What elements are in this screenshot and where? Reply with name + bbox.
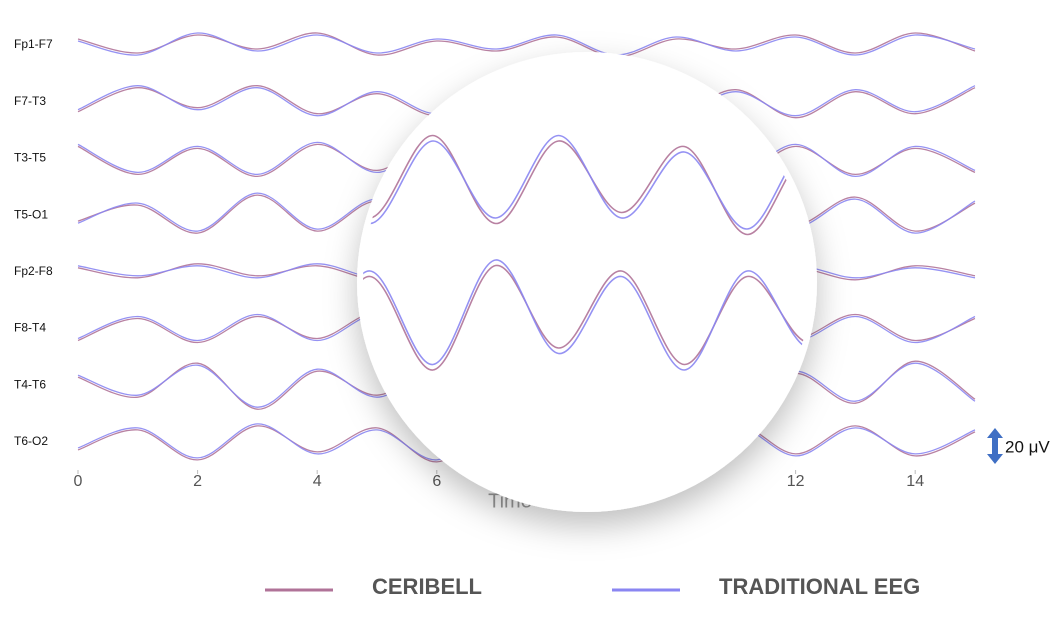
x-tick-label: 14	[906, 473, 924, 490]
zoom-trace	[363, 253, 811, 371]
x-tick-label: 0	[74, 473, 83, 490]
trace	[77, 32, 976, 56]
channel-label: Fp1-F7	[14, 37, 53, 51]
channel-label: F8-T4	[14, 321, 46, 335]
channel-label: Fp2-F8	[14, 264, 53, 278]
x-tick-label: 6	[432, 473, 441, 490]
x-tick-label: 2	[193, 473, 202, 490]
legend-label: TRADITIONAL EEG	[719, 574, 920, 599]
channel-label: T3-T5	[14, 151, 46, 165]
zoom-trace	[363, 134, 811, 236]
zoom-trace	[363, 134, 811, 236]
scale-arrow	[987, 428, 1003, 464]
channel-label: T4-T6	[14, 377, 46, 391]
zoom-traces	[363, 134, 811, 371]
trace	[77, 32, 976, 58]
channel-label: T5-O1	[14, 207, 48, 221]
x-tick-label: 12	[787, 473, 805, 490]
channel-label: T6-O2	[14, 434, 48, 448]
x-tick-label: 4	[313, 473, 322, 490]
channel-label: F7-T3	[14, 94, 46, 108]
legend-label: CERIBELL	[372, 574, 482, 599]
magnifier	[357, 52, 817, 512]
legend: CERIBELL TRADITIONAL EEG	[265, 574, 920, 599]
scale-label: 20 μV	[1005, 437, 1050, 456]
